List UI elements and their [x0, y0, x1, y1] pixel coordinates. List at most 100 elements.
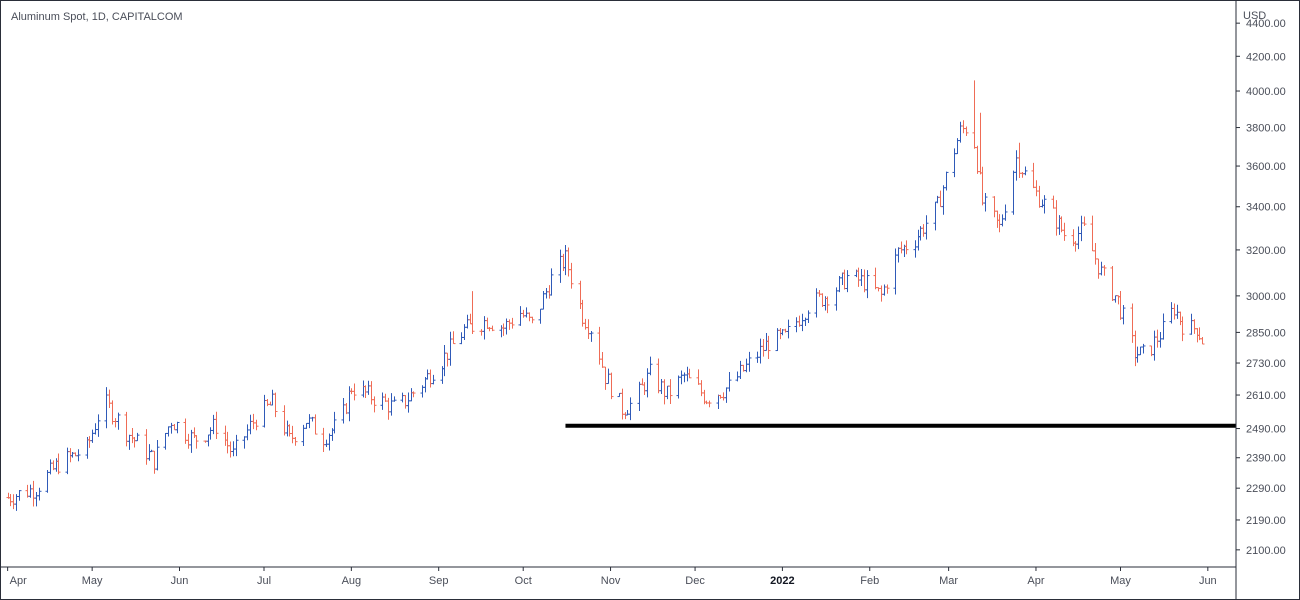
ohlc-bar[interactable]: [747, 351, 752, 372]
ohlc-bar[interactable]: [518, 306, 523, 326]
ohlc-bar[interactable]: [1172, 303, 1177, 320]
ohlc-bar[interactable]: [468, 313, 473, 325]
ohlc-bar[interactable]: [840, 272, 845, 285]
ohlc-bar[interactable]: [656, 358, 661, 394]
ohlc-bar[interactable]: [56, 453, 61, 475]
ohlc-bar[interactable]: [1054, 200, 1059, 236]
ohlc-bar[interactable]: [659, 378, 664, 395]
ohlc-bar[interactable]: [116, 412, 121, 430]
ohlc-bar[interactable]: [265, 399, 270, 407]
ohlc-bar[interactable]: [1020, 172, 1025, 178]
ohlc-bar[interactable]: [479, 329, 484, 336]
ohlc-bar[interactable]: [1079, 215, 1084, 242]
ohlc-bar[interactable]: [975, 145, 980, 174]
ohlc-bar[interactable]: [600, 352, 605, 368]
ohlc-bar[interactable]: [794, 317, 799, 333]
ohlc-bar[interactable]: [530, 316, 535, 324]
ohlc-bar[interactable]: [862, 269, 867, 293]
ohlc-bar[interactable]: [406, 392, 411, 413]
ohlc-bar[interactable]: [194, 435, 199, 449]
ohlc-bar[interactable]: [727, 372, 732, 392]
ohlc-bar[interactable]: [465, 314, 470, 329]
ohlc-bar[interactable]: [208, 427, 213, 440]
ohlc-bar[interactable]: [186, 433, 191, 449]
ohlc-bar[interactable]: [1090, 215, 1095, 252]
ohlc-bar[interactable]: [1034, 180, 1039, 197]
ohlc-bar[interactable]: [707, 400, 712, 408]
ohlc-bar[interactable]: [366, 380, 371, 395]
ohlc-bar[interactable]: [361, 380, 366, 398]
ohlc-bar[interactable]: [270, 389, 275, 406]
ohlc-bar[interactable]: [127, 434, 132, 450]
ohlc-bar[interactable]: [1197, 327, 1202, 341]
ohlc-bar[interactable]: [428, 369, 433, 388]
ohlc-bar[interactable]: [223, 425, 228, 446]
ohlc-bar[interactable]: [1014, 150, 1019, 181]
ohlc-bar[interactable]: [637, 381, 642, 411]
ohlc-bar[interactable]: [563, 244, 568, 276]
ohlc-bar[interactable]: [31, 480, 36, 507]
ohlc-bar[interactable]: [451, 331, 456, 345]
ohlc-bar[interactable]: [806, 310, 811, 324]
ohlc-bar[interactable]: [321, 427, 326, 452]
ohlc-bar[interactable]: [580, 299, 585, 327]
ohlc-bar[interactable]: [679, 370, 684, 385]
ohlc-bar[interactable]: [527, 312, 532, 322]
ohlc-bar[interactable]: [642, 382, 647, 396]
ohlc-bar[interactable]: [1011, 170, 1016, 215]
ohlc-bar[interactable]: [1042, 195, 1047, 214]
ohlc-bar[interactable]: [1113, 295, 1118, 303]
ohlc-bar[interactable]: [645, 368, 650, 398]
ohlc-bar[interactable]: [1133, 330, 1138, 367]
ohlc-bar[interactable]: [90, 429, 95, 443]
ohlc-bar[interactable]: [403, 395, 408, 409]
ohlc-bar[interactable]: [287, 424, 292, 437]
ohlc-bar[interactable]: [462, 324, 467, 341]
ohlc-bar[interactable]: [380, 392, 385, 410]
ohlc-bar[interactable]: [459, 332, 464, 345]
ohlc-bar[interactable]: [34, 491, 39, 507]
ohlc-bar[interactable]: [175, 421, 180, 434]
ohlc-bar[interactable]: [916, 229, 921, 251]
ohlc-bar[interactable]: [96, 414, 101, 437]
ohlc-bar[interactable]: [724, 387, 729, 403]
ohlc-bar[interactable]: [93, 423, 98, 435]
ohlc-bar[interactable]: [879, 285, 884, 302]
ohlc-bar[interactable]: [800, 313, 805, 332]
ohlc-bar[interactable]: [76, 449, 81, 462]
ohlc-bar[interactable]: [135, 432, 140, 442]
ohlc-bar[interactable]: [107, 389, 112, 408]
ohlc-bar[interactable]: [1017, 142, 1022, 178]
ohlc-bar[interactable]: [389, 393, 394, 416]
ohlc-bar[interactable]: [744, 358, 749, 373]
ohlc-bar[interactable]: [1076, 226, 1081, 250]
ohlc-bar[interactable]: [1003, 204, 1008, 221]
ohlc-bar[interactable]: [640, 378, 645, 386]
ohlc-bar[interactable]: [558, 249, 563, 283]
ohlc-bar[interactable]: [586, 319, 591, 340]
ohlc-bar[interactable]: [1110, 266, 1115, 302]
ohlc-bar[interactable]: [87, 436, 92, 448]
ohlc-bar[interactable]: [313, 414, 318, 435]
ohlc-bar[interactable]: [665, 385, 670, 400]
ohlc-bar[interactable]: [1051, 195, 1056, 209]
ohlc-bar[interactable]: [521, 309, 526, 318]
ohlc-bar[interactable]: [248, 414, 253, 435]
ohlc-bar[interactable]: [282, 405, 287, 436]
ohlc-bar[interactable]: [490, 325, 495, 332]
ohlc-bar[interactable]: [721, 392, 726, 401]
ohlc-bar[interactable]: [341, 398, 346, 424]
ohlc-bar[interactable]: [682, 372, 687, 383]
ohlc-bar[interactable]: [251, 413, 256, 430]
ohlc-bar[interactable]: [470, 291, 475, 335]
ohlc-bar[interactable]: [169, 422, 174, 434]
ohlc-bar[interactable]: [132, 436, 137, 448]
ohlc-bar[interactable]: [155, 440, 160, 471]
ohlc-bar[interactable]: [206, 434, 211, 447]
ohlc-bar[interactable]: [110, 400, 115, 425]
ohlc-bar[interactable]: [904, 240, 909, 255]
ohlc-bar[interactable]: [1152, 330, 1157, 361]
ohlc-bar[interactable]: [786, 319, 791, 339]
ohlc-bar[interactable]: [17, 490, 22, 501]
ohlc-bar[interactable]: [482, 316, 487, 340]
